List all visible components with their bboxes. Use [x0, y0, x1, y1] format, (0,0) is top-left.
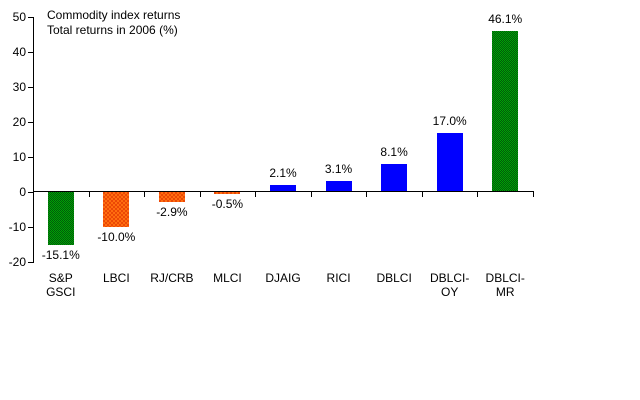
category-label: DBLCI- OY: [429, 271, 470, 299]
bar-djaig: [270, 184, 296, 192]
y-tick: [28, 192, 33, 193]
bar-value-label: -2.9%: [156, 205, 188, 220]
y-tick-label: 30: [12, 80, 26, 94]
y-tick-label: 0: [19, 185, 26, 199]
bar-value-label: 8.1%: [380, 144, 408, 159]
y-axis-line: [33, 17, 34, 263]
bar-value-label: -10.0%: [97, 230, 136, 244]
category-label: LBCI: [102, 271, 130, 285]
bar-value-label: 3.1%: [324, 162, 353, 177]
y-tick: [28, 262, 33, 263]
y-tick: [28, 227, 33, 228]
category-label: RJ/CRB: [150, 271, 194, 285]
y-tick-label: 40: [12, 45, 26, 59]
y-tick: [28, 87, 33, 88]
bar-lbci: [103, 192, 130, 227]
chart-subtitle: Total returns in 2006 (%): [47, 23, 178, 37]
x-tick: [477, 192, 479, 197]
x-tick: [144, 192, 146, 197]
bar-value-label: 17.0%: [432, 113, 467, 128]
x-tick: [199, 192, 201, 197]
x-tick: [255, 192, 257, 197]
bar-value-label: -15.1%: [41, 247, 80, 262]
bar-value-label: -0.5%: [211, 196, 244, 211]
bar-rj-crb: [158, 192, 185, 203]
category-label: DJAIG: [265, 271, 301, 285]
y-tick-label: 50: [12, 10, 26, 24]
y-tick: [28, 52, 33, 53]
bar-s-p-gsci: [47, 192, 74, 245]
x-tick: [533, 192, 534, 197]
bar-value-label: 46.1%: [488, 11, 523, 26]
x-tick: [421, 192, 423, 197]
category-label: DBLCI: [376, 271, 412, 285]
y-tick-label: -10: [8, 220, 26, 234]
x-axis-line: [33, 191, 534, 192]
category-label: RICI: [326, 271, 351, 285]
bar-dblci-mr: [492, 30, 519, 192]
category-label: DBLCI- MR: [485, 271, 525, 299]
x-tick: [88, 192, 90, 197]
y-tick: [28, 122, 33, 123]
y-tick: [28, 17, 33, 18]
x-tick: [366, 192, 368, 197]
bar-rici: [325, 181, 352, 192]
y-tick: [28, 157, 33, 158]
y-tick-label: 10: [12, 150, 26, 164]
category-label: MLCI: [213, 271, 242, 285]
y-tick-label: 20: [12, 115, 26, 129]
bar-mlci: [214, 192, 241, 194]
bar-dblci-oy: [436, 132, 463, 192]
chart-title: Commodity index returns: [47, 8, 181, 22]
category-label: S&P GSCI: [46, 271, 76, 299]
x-tick: [310, 192, 312, 197]
bar-value-label: 2.1%: [269, 165, 297, 180]
y-tick-label: -20: [8, 255, 26, 269]
bar-dblci: [381, 163, 408, 192]
